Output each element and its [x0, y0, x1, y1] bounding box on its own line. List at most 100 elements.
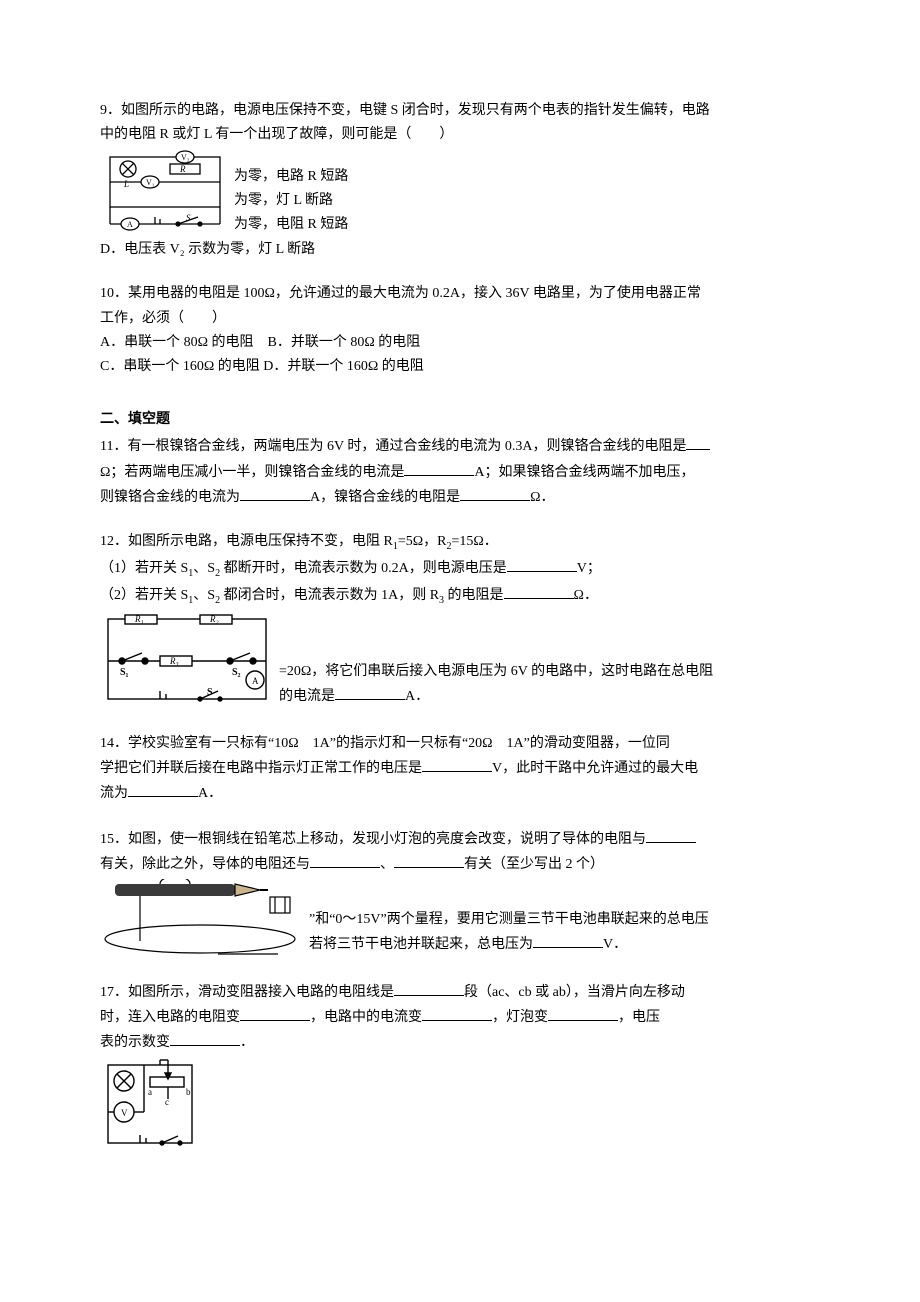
question-17: 17．如图所示，滑动变阻器接入电路的电阻线是段（ac、cb 或 ab），当滑片向… [100, 981, 820, 1152]
question-15: 15．如图，使一根铜线在铅笔芯上移动，发现小灯泡的亮度会改变，说明了导体的电阻与… [100, 828, 820, 959]
q12-l3a: （2）若开关 S [100, 588, 188, 603]
question-10: 10．某用电器的电阻是 100Ω，允许通过的最大电流为 0.2A，接入 36V … [100, 283, 820, 379]
q11-d: 则镍铬合金线的电流为 [100, 490, 240, 505]
q12-l1a: 12．如图所示电路，电源电压保持不变，电阻 R [100, 534, 393, 549]
blank [504, 584, 574, 599]
q12-l1c: =15Ω． [451, 534, 497, 549]
q11-line3: 则镍铬合金线的电流为 A，镍铬合金线的电阻是 Ω． [100, 486, 820, 509]
svg-text:S: S [207, 687, 213, 698]
svg-text:V: V [121, 1108, 128, 1118]
q11-b: Ω；若两端电压减小一半，则镍铬合金线的电流是 [100, 465, 404, 480]
svg-text:V₁: V₁ [146, 178, 155, 187]
q13-s2a: 的电流是 [279, 689, 335, 704]
question-11: 11．有一根镍铬合金线，两端电压为 6V 时，通过合金线的电流为 0.3A，则镍… [100, 435, 820, 509]
q15-b: 有关，除此之外，导体的电阻还与 [100, 857, 310, 872]
blank [170, 1031, 240, 1046]
q13-side1: =20Ω，将它们串联后接入电源电压为 6V 的电路中，这时电路在总电阻 [279, 661, 820, 683]
q14-e: A． [198, 786, 222, 801]
q13-side2: 的电流是 A． [279, 685, 820, 708]
q12-l3b: 、S [193, 588, 215, 603]
q12-figure-row: R₁ R₂ R₃ S₁ S₂ A S =20Ω，将它们串联后接入电源电压为 6V… [100, 611, 820, 711]
q14-line2: 学把它们并联后接在电路中指示灯正常工作的电压是 V，此时干路中允许通过的最大电 [100, 757, 820, 780]
svg-text:R₁: R₁ [134, 614, 144, 624]
q17-c: ，电路中的电流变 [310, 1010, 422, 1025]
q11-a: 11．有一根镍铬合金线，两端电压为 6V 时，通过合金线的电流为 0.3A，则镍… [100, 439, 686, 454]
q11-c: A；如果镍铬合金线两端不加电压， [474, 465, 694, 480]
q14-line3: 流为 A． [100, 782, 820, 805]
q12-line3: （2）若开关 S1、S2 都闭合时，电流表示数为 1A，则 R3 的电阻是Ω． [100, 584, 820, 609]
svg-text:S₁: S₁ [120, 667, 129, 678]
q16-s2b: V． [603, 937, 627, 952]
blank [128, 782, 198, 797]
svg-text:A: A [127, 220, 133, 229]
svg-text:A: A [252, 676, 259, 686]
q9-figure-row: L R V₂ V₁ A S 为零，电路 R 短路 为零，灯 L 断路 为零，电阻… [100, 149, 820, 239]
svg-text:R₃: R₃ [169, 656, 179, 666]
q16-side2: 若将三节干电池并联起来，总电压为V． [309, 933, 820, 956]
blank [240, 1006, 310, 1021]
q11-line2: Ω；若两端电压减小一半，则镍铬合金线的电流是 A；如果镍铬合金线两端不加电压， [100, 461, 820, 484]
q13-text-beside: =20Ω，将它们串联后接入电源电压为 6V 的电路中，这时电路在总电阻 的电流是… [279, 661, 820, 711]
q15-pencil-figure [100, 879, 305, 959]
q12-l3d: 的电阻是 [444, 588, 504, 603]
blank [422, 1006, 492, 1021]
blank [394, 981, 464, 996]
q15-a: 15．如图，使一根铜线在铅笔芯上移动，发现小灯泡的亮度会改变，说明了导体的电阻与 [100, 832, 646, 847]
q14-d: 流为 [100, 786, 128, 801]
q17-line3: 表的示数变 ． [100, 1031, 820, 1054]
q17-e: ，电压 [618, 1010, 660, 1025]
svg-text:L: L [123, 179, 129, 189]
q9-opt-c: 为零，电阻 R 短路 [234, 214, 820, 236]
q17-a: 17．如图所示，滑动变阻器接入电路的电阻线是 [100, 985, 394, 1000]
q13-s2b: A． [405, 689, 429, 704]
q12-l3c: 都闭合时，电流表示数为 1A，则 R [220, 588, 439, 603]
q9-circuit-figure: L R V₂ V₁ A S [100, 149, 230, 239]
section-2-title: 二、填空题 [100, 409, 820, 431]
q12-l2d: V； [577, 561, 601, 576]
q16-s1: ”和“0～15V”两个量程，要用它测量三节干电池串联起来的总电压 [309, 912, 709, 927]
q9-opt-b: 为零，灯 L 断路 [234, 190, 820, 212]
q9-stem-line1: 9．如图所示的电路，电源电压保持不变，电键 S 闭合时，发现只有两个电表的指针发… [100, 100, 820, 122]
q17-f: 表的示数变 [100, 1035, 170, 1050]
q11-f: Ω． [530, 490, 554, 505]
blank [686, 435, 710, 450]
q16-side1: ”和“0～15V”两个量程，要用它测量三节干电池串联起来的总电压 [309, 909, 820, 931]
question-9: 9．如图所示的电路，电源电压保持不变，电键 S 闭合时，发现只有两个电表的指针发… [100, 100, 820, 261]
blank [404, 461, 474, 476]
q11-line1: 11．有一根镍铬合金线，两端电压为 6V 时，通过合金线的电流为 0.3A，则镍… [100, 435, 820, 458]
q12-circuit-figure: R₁ R₂ R₃ S₁ S₂ A S [100, 611, 275, 711]
q14-c: V，此时干路中允许通过的最大电 [492, 761, 698, 776]
blank [548, 1006, 618, 1021]
blank [310, 853, 380, 868]
q9-opt-d: D．电压表 V₂ 示数为零，灯 L 断路 [100, 239, 820, 261]
q15-c: 、 [380, 857, 394, 872]
q17-b: 时，连入电路的电阻变 [100, 1010, 240, 1025]
q12-line2: （1）若开关 S1、S2 都断开时，电流表示数为 0.2A，则电源电压是V； [100, 557, 820, 582]
q17-line1: 17．如图所示，滑动变阻器接入电路的电阻线是段（ac、cb 或 ab），当滑片向… [100, 981, 820, 1004]
svg-text:a: a [148, 1087, 152, 1097]
q12-l2b: 、S [193, 561, 215, 576]
blank [240, 486, 310, 501]
q10-l4: C．串联一个 160Ω 的电阻 D．并联一个 160Ω 的电阻 [100, 356, 820, 378]
blank [394, 853, 464, 868]
q17-line2: 时，连入电路的电阻变，电路中的电流变，灯泡变，电压 [100, 1006, 820, 1029]
q14-b: 学把它们并联后接在电路中指示灯正常工作的电压是 [100, 761, 422, 776]
svg-text:R: R [179, 164, 186, 174]
svg-text:S: S [186, 213, 191, 223]
q17-circuit-figure: a b c V [100, 1057, 816, 1152]
q12-l3e: Ω． [574, 588, 598, 603]
q13-s1: =20Ω，将它们串联后接入电源电压为 6V 的电路中，这时电路在总电阻 [279, 664, 713, 679]
blank [507, 557, 577, 572]
q12-l2c: 都断开时，电流表示数为 0.2A，则电源电压是 [220, 561, 507, 576]
q9-opt-a: 为零，电路 R 短路 [234, 166, 820, 188]
q15-line2: 有关，除此之外，导体的电阻还与、有关（至少写出 2 个） [100, 853, 820, 876]
q12-line1: 12．如图所示电路，电源电压保持不变，电阻 R1=5Ω，R2=15Ω． [100, 531, 820, 555]
question-12: 12．如图所示电路，电源电压保持不变，电阻 R1=5Ω，R2=15Ω． （1）若… [100, 531, 820, 710]
q14-line1: 14．学校实验室有一只标有“10Ω 1A”的指示灯和一只标有“20Ω 1A”的滑… [100, 733, 820, 755]
q10-l2: 工作，必须（ ） [100, 308, 820, 330]
q9-stem-line2: 中的电阻 R 或灯 L 有一个出现了故障，则可能是（ ） [100, 124, 820, 146]
svg-text:c: c [165, 1097, 169, 1107]
q11-e: A，镍铬合金线的电阻是 [310, 490, 460, 505]
q15-line1: 15．如图，使一根铜线在铅笔芯上移动，发现小灯泡的亮度会改变，说明了导体的电阻与 [100, 828, 820, 851]
q17-g: ． [240, 1035, 254, 1050]
